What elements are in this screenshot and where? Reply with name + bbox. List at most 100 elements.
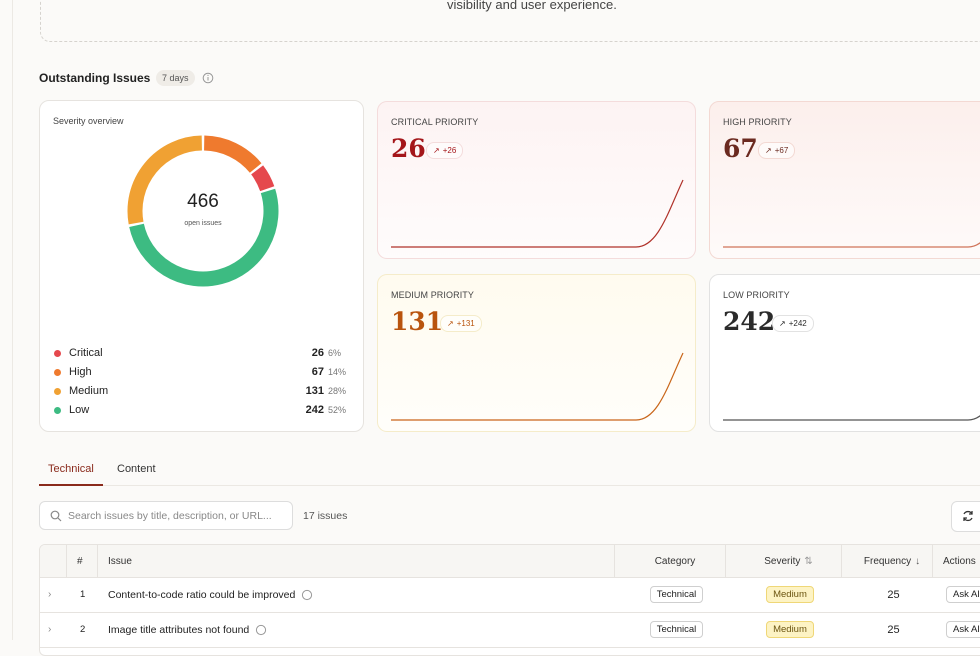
priority-card: CRITICAL PRIORITY 26 ↗ +26 <box>377 101 696 259</box>
cell-text: Technical <box>649 621 704 638</box>
table-cell: 25 <box>841 577 932 612</box>
legend-count: 26 <box>311 347 324 359</box>
table-cell: Technical <box>614 577 725 612</box>
cell-text[interactable]: Ask AI <box>946 586 980 603</box>
column-header: Actions <box>932 545 980 577</box>
table-cell: Medium <box>725 612 841 647</box>
table-cell: Medium <box>725 577 841 612</box>
cell-text: Medium <box>766 621 814 638</box>
sparkline <box>391 179 684 248</box>
legend-name: Critical <box>69 347 103 359</box>
legend-count: 131 <box>305 385 324 397</box>
info-circle <box>256 624 267 635</box>
cell-text: 25 <box>887 623 900 636</box>
issue-count: 17 issues <box>303 510 348 522</box>
cell-text: 2 <box>80 624 86 635</box>
info-icon[interactable] <box>301 589 313 601</box>
tabs-divider <box>39 485 980 486</box>
cell-text: Technical <box>649 586 704 603</box>
delta-arrow: ↗ <box>779 319 786 328</box>
table-cell: 2 <box>66 612 97 647</box>
banner-text: visibility and user experience. <box>447 0 617 12</box>
delta-arrow: ↗ <box>433 146 440 155</box>
issues-table: # Issue Category Severity ⇅ Frequency ↓ Actions… <box>39 544 980 656</box>
legend-dot <box>54 369 61 376</box>
donut-segment <box>127 135 203 225</box>
legend-dot <box>54 407 61 414</box>
search-box[interactable]: Search issues by title, description, or … <box>39 501 293 530</box>
sort-icon: ⇅ <box>804 555 813 567</box>
delta-arrow: ↗ <box>765 146 772 155</box>
severity-card: Severity overview 466 open issues Critic… <box>39 100 364 432</box>
info-icon[interactable] <box>255 624 267 636</box>
legend-row: Critical 26 6% <box>52 347 352 363</box>
cell-text: Medium <box>766 586 814 603</box>
column-header: Issue <box>97 545 614 577</box>
tab-underline <box>39 484 103 486</box>
sparkline <box>723 415 980 421</box>
donut-segment <box>251 165 275 192</box>
table-cell: 25 <box>841 612 932 647</box>
column-label: Frequency <box>863 555 912 567</box>
priority-label: LOW PRIORITY <box>723 290 790 300</box>
sparkline-line <box>723 242 980 248</box>
donut-chart <box>127 135 279 287</box>
donut-total: 466 <box>187 191 219 212</box>
cell-text: Content-to-code ratio could be improved <box>108 588 296 601</box>
priority-label: MEDIUM PRIORITY <box>391 290 475 300</box>
card-title: Severity overview <box>53 116 124 126</box>
priority-value: 67 <box>723 134 758 163</box>
legend-count: 67 <box>311 366 324 378</box>
column-header: # <box>66 545 97 577</box>
legend-row: Low 242 52% <box>52 404 352 420</box>
delta-value: +67 <box>774 146 789 155</box>
expand-chevron: › <box>48 589 52 600</box>
search-icon <box>50 510 62 522</box>
column-label: Severity <box>764 555 801 567</box>
sparkline <box>723 242 980 248</box>
priority-delta: ↗ +26 <box>426 142 464 159</box>
cell-text: 25 <box>887 588 900 601</box>
cell-text: 1 <box>80 589 86 600</box>
cell-text: Image title attributes not found <box>108 623 250 636</box>
column-header: Frequency ↓ <box>841 545 932 577</box>
cell-text[interactable]: Ask AI <box>946 621 980 638</box>
left-divider <box>12 0 13 640</box>
tab[interactable]: Content <box>117 463 156 475</box>
priority-card: LOW PRIORITY 242 ↗ +242 <box>709 274 980 432</box>
priority-value: 242 <box>723 307 776 336</box>
priority-delta: ↗ +242 <box>772 315 814 332</box>
search-placeholder: Search issues by title, description, or … <box>68 510 272 522</box>
tab[interactable]: Technical <box>48 463 94 475</box>
legend-count: 242 <box>305 404 324 416</box>
info-circle <box>302 589 313 600</box>
donut-segment <box>203 135 262 173</box>
period-badge: 7 days <box>156 70 195 86</box>
table-row[interactable]: › 2 Image title attributes not found Techni… <box>40 612 980 648</box>
table-row[interactable]: › 1 Content-to-code ratio could be improve… <box>40 577 980 613</box>
priority-delta: ↗ +131 <box>440 315 482 332</box>
legend-percent: 28% <box>328 386 347 396</box>
priority-card: MEDIUM PRIORITY 131 ↗ +131 <box>377 274 696 432</box>
column-label: Actions <box>943 555 976 567</box>
legend-percent: 52% <box>328 405 347 415</box>
expand-chevron: › <box>48 624 52 635</box>
refresh-button[interactable] <box>951 501 980 532</box>
delta-value: +242 <box>788 319 807 328</box>
table-cell: Content-to-code ratio could be improved <box>97 577 614 612</box>
priority-label: CRITICAL PRIORITY <box>391 117 479 127</box>
priority-delta: ↗ +67 <box>758 142 796 159</box>
table-cell: 1 <box>66 577 97 612</box>
column-label: Category <box>654 555 696 567</box>
delta-value: +26 <box>442 146 457 155</box>
delta-arrow: ↗ <box>447 319 454 328</box>
donut-total-label: open issues <box>184 220 222 227</box>
info-icon[interactable] <box>202 72 214 84</box>
column-label: # <box>77 555 83 567</box>
priority-label: HIGH PRIORITY <box>723 117 792 127</box>
sparkline-line <box>391 352 684 421</box>
table-cell: Ask AI <box>932 612 980 647</box>
dashed-banner <box>40 0 980 42</box>
legend-percent: 14% <box>328 367 347 377</box>
delta-value: +131 <box>456 319 475 328</box>
